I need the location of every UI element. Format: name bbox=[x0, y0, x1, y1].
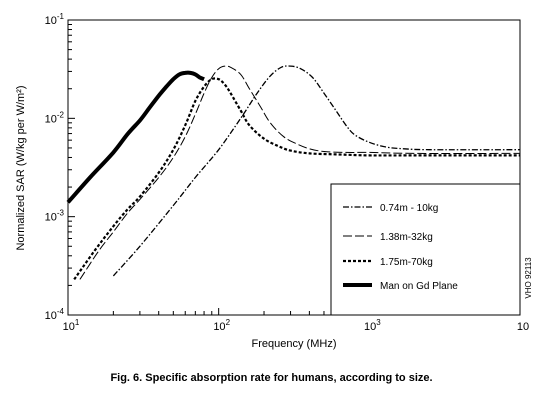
y-tick-label: 10-2 bbox=[45, 110, 65, 125]
series-line bbox=[112, 65, 521, 277]
legend-label: 1.38m-32kg bbox=[380, 232, 433, 243]
series-line bbox=[66, 70, 205, 204]
series-lines bbox=[66, 65, 521, 281]
legend: 0.74m - 10kg 1.38m-32kg 1.75m-70kg Man on G… bbox=[330, 183, 521, 316]
x-axis-title: Frequency (MHz) bbox=[252, 338, 337, 350]
legend-box bbox=[330, 183, 521, 316]
series-line bbox=[73, 77, 520, 281]
y-axis-title: Normalized SAR (W/kg per W/m²) bbox=[15, 85, 27, 250]
legend-label: 1.75m-70kg bbox=[380, 257, 433, 268]
x-tick-label: 102 bbox=[213, 318, 230, 333]
series-line bbox=[79, 65, 521, 280]
legend-label: 0.74m - 10kg bbox=[380, 203, 438, 214]
x-tick-label: 101 bbox=[63, 318, 80, 333]
y-tick-label: 10-4 bbox=[45, 307, 65, 322]
figure-caption: Fig. 6. Specific absorption rate for hum… bbox=[110, 372, 433, 384]
y-tick-label: 10-1 bbox=[45, 12, 65, 27]
legend-label: Man on Gd Plane bbox=[380, 281, 458, 292]
plot-frame bbox=[67, 19, 521, 316]
x-tick-label: 10 bbox=[517, 321, 529, 333]
axis-tick-labels: 101 102 103 10 10-4 10-3 10-2 10-1 bbox=[45, 12, 530, 333]
y-tick-label: 10-3 bbox=[45, 209, 65, 224]
legend-items: 0.74m - 10kg 1.38m-32kg 1.75m-70kg Man on G… bbox=[343, 203, 458, 292]
x-tick-label: 103 bbox=[364, 318, 381, 333]
figure-code-note: VHO 92113 bbox=[524, 257, 533, 299]
